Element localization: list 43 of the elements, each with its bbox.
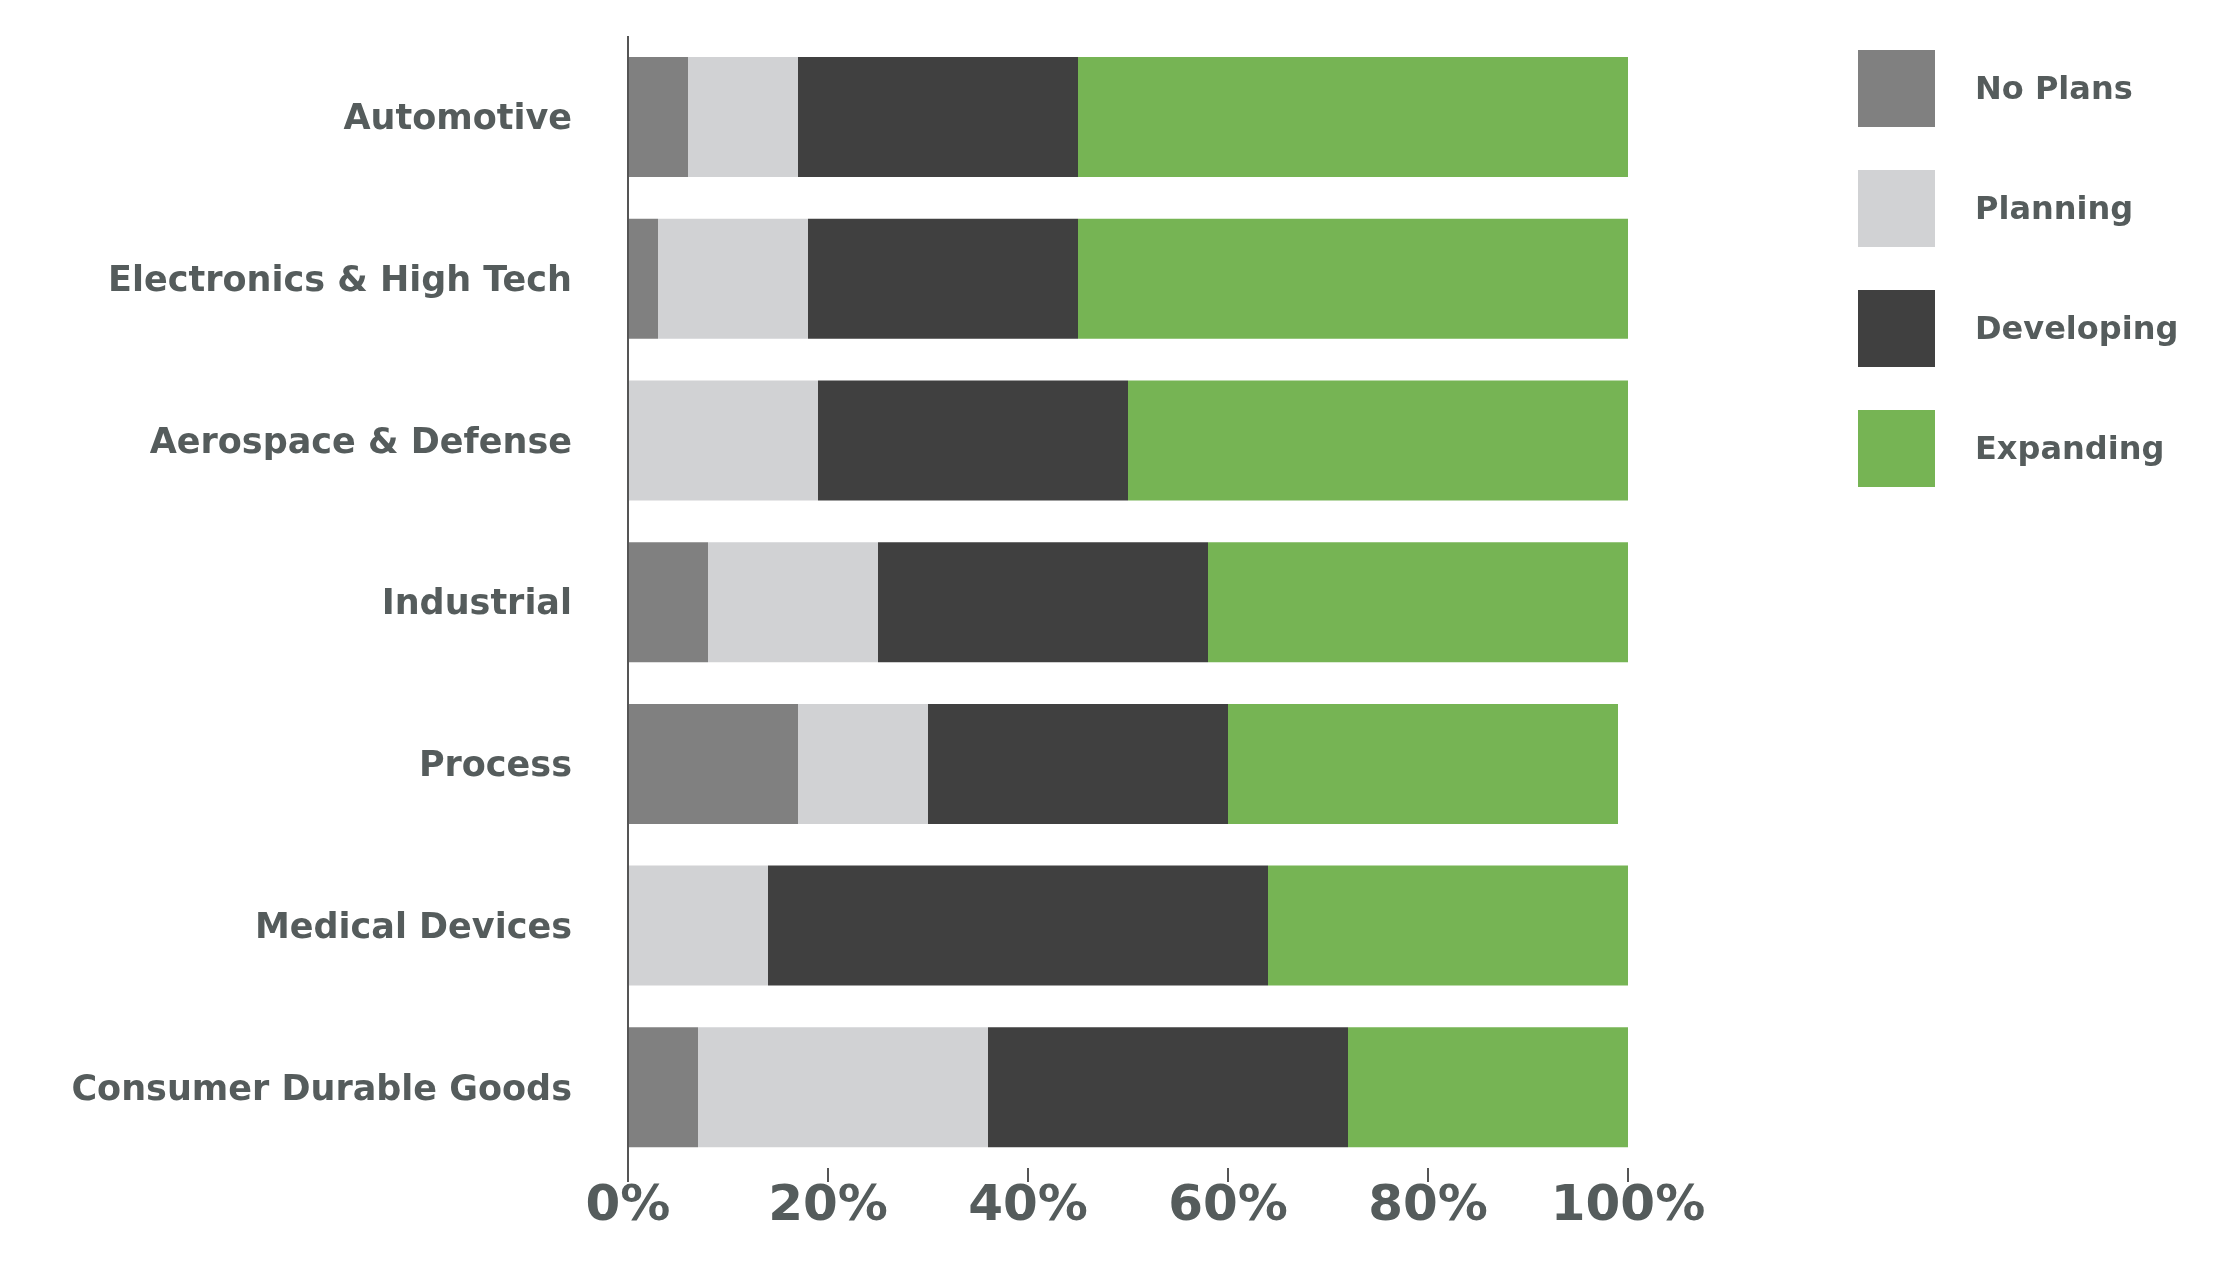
x-tick-label: 60%	[1168, 1173, 1288, 1232]
y-tick-label: Consumer Durable Goods	[71, 1067, 572, 1108]
x-tick-label: 20%	[768, 1173, 888, 1232]
bar	[628, 57, 688, 178]
x-tick-label: 100%	[1550, 1173, 1706, 1232]
bar	[628, 380, 818, 501]
y-tick-label: Medical Devices	[254, 905, 572, 946]
bar	[1228, 703, 1618, 824]
text: Planning	[1975, 189, 2134, 227]
bar	[768, 865, 1268, 986]
bar	[818, 380, 1128, 501]
y-tick-label: Aerospace & Defense	[149, 420, 572, 461]
bar	[698, 1027, 988, 1148]
bar	[808, 218, 1078, 339]
bar	[1078, 218, 1628, 339]
y-tick-label: Automotive	[343, 97, 572, 138]
bar	[798, 57, 1078, 178]
x-tick-label: 80%	[1368, 1173, 1488, 1232]
bar	[658, 218, 808, 339]
x-tick-label: 0%	[585, 1173, 671, 1232]
x-tick-label: 40%	[968, 1173, 1088, 1232]
text: Developing	[1975, 309, 2179, 347]
y-tick-label: Process	[418, 744, 572, 785]
bar	[1078, 57, 1628, 178]
text: No Plans	[1975, 69, 2133, 107]
bar	[688, 57, 798, 178]
bar	[1128, 380, 1628, 501]
bar	[708, 542, 878, 663]
bar	[628, 703, 798, 824]
bar	[928, 703, 1228, 824]
text: Expanding	[1975, 429, 2165, 467]
y-tick-label: Electronics & High Tech	[108, 259, 572, 299]
bar	[1208, 542, 1628, 663]
bar	[1268, 865, 1628, 986]
bar	[1348, 1027, 1628, 1148]
y-tick-label: Industrial	[381, 582, 572, 623]
bar	[628, 218, 658, 339]
bar	[628, 1027, 698, 1148]
bar	[628, 542, 708, 663]
bar	[798, 703, 928, 824]
bar	[988, 1027, 1348, 1148]
bar	[878, 542, 1208, 663]
bar	[628, 865, 768, 986]
